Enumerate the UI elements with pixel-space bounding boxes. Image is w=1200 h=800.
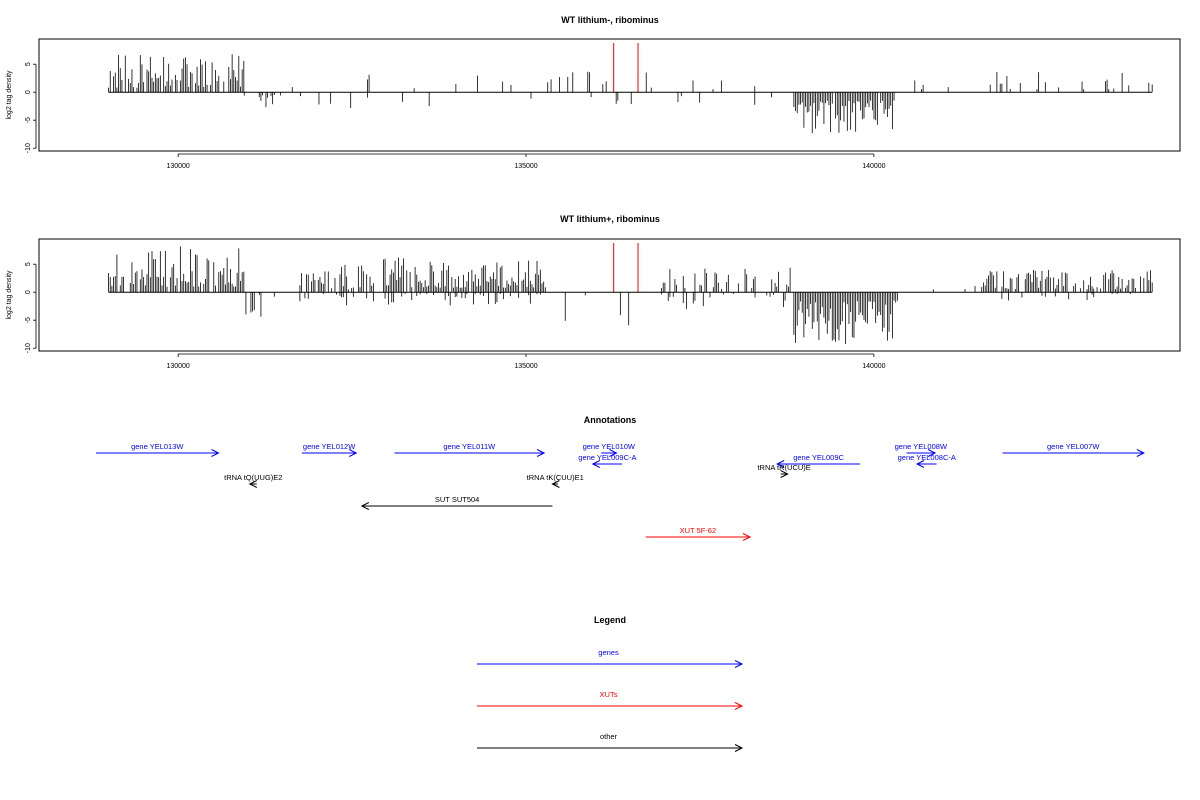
arrowhead [1136,449,1145,457]
track-panel-lithium-plus: WT lithium+, ribominus log2 tag density … [6,214,1181,370]
plot-frame [38,38,1181,152]
arrowhead [780,470,789,478]
annotations-track: Annotations gene YEL013W gene YEL012W gene… [96,415,1145,541]
marker-lines [613,43,639,93]
x-tick-label: 140000 [862,163,885,170]
arrowhead [734,702,744,710]
annotation-item: tRNA tK(CUU)E1 [527,473,584,488]
arrowhead [551,480,560,488]
annotation-label: gene YEL008W [895,442,948,451]
annotation-label: tRNA tR(UCU)E [757,463,810,472]
legend: Legend genes XUTs other [477,615,744,752]
legend-label: other [600,732,618,741]
annotation-item: gene YEL008C-A [898,453,956,468]
arrowhead [915,460,925,468]
arrowhead [927,449,937,457]
arrowhead [776,460,785,468]
y-axis-label: log2 tag density [6,270,13,320]
arrowhead [734,660,744,668]
axes: -10 -5 0 5 130000 135000 140000 [25,62,1153,170]
annotation-item: SUT SUT504 [360,495,553,510]
annotation-label: SUT SUT504 [435,495,479,504]
annotation-item: gene YEL009C [776,453,860,468]
arrowhead [349,449,358,457]
annotation-item: gene YEL009C-A [578,453,637,468]
annotation-label: gene YEL013W [131,442,184,451]
x-tick-label: 135000 [514,363,537,370]
annotation-item: gene YEL011W [394,442,546,457]
annotation-item: tRNA tR(UCU)E [757,463,811,478]
arrowhead [742,533,752,541]
x-tick-label: 130000 [166,363,189,370]
annotation-label: gene YEL009C-A [578,453,636,462]
marker-lines [613,243,639,293]
legend-item: other [477,732,744,752]
annotation-label: gene YEL012W [303,442,356,451]
y-tick-label: -10 [25,343,32,353]
panel-title: WT lithium+, ribominus [560,214,660,224]
arrowhead [536,449,546,457]
x-tick-label: 135000 [514,163,537,170]
y-tick-label: 5 [25,262,32,266]
arrowhead [591,460,601,468]
legend-title: Legend [594,615,626,625]
plot-frame [38,238,1181,352]
arrowhead [248,480,258,488]
annotation-item: gene YEL010W [583,442,636,457]
arrowhead [734,744,744,752]
y-tick-label: -5 [25,317,32,323]
annotation-item: gene YEL012W [301,442,358,457]
annotation-item: gene YEL007W [1002,442,1145,457]
arrowhead [360,502,370,510]
annotation-item: gene YEL013W [96,442,220,457]
axes: -10 -5 0 5 130000 135000 140000 [25,262,1153,370]
panel-title: WT lithium-, ribominus [561,15,659,25]
coverage-bars [108,246,1153,344]
coverage-bars [108,54,1153,134]
legend-item: genes [477,648,744,668]
arrowhead [211,449,220,457]
annotation-item: tRNA tQ(UUG)E2 [224,473,282,488]
annotation-label: gene YEL007W [1047,442,1100,451]
annotation-label: tRNA tK(CUU)E1 [527,473,584,482]
y-tick-label: 0 [25,290,32,294]
y-tick-label: -5 [25,117,32,123]
annotation-item: XUT 5F-62 [645,526,752,541]
track-panel-lithium-minus: WT lithium-, ribominus log2 tag density … [6,15,1181,170]
legend-label: XUTs [600,690,618,699]
annotation-label: XUT 5F-62 [680,526,717,535]
annotation-items: gene YEL013W gene YEL012W gene YEL011W gene… [96,442,1145,541]
legend-item: XUTs [477,690,744,710]
annotation-item: gene YEL008W [895,442,948,457]
y-tick-label: 5 [25,62,32,66]
y-tick-label: -10 [25,143,32,153]
legend-items: genes XUTs other [477,648,744,752]
annotation-label: gene YEL010W [583,442,636,451]
arrowhead [609,449,618,457]
y-axis-label: log2 tag density [6,70,13,120]
x-tick-label: 130000 [166,163,189,170]
y-tick-label: 0 [25,90,32,94]
x-tick-label: 140000 [862,363,885,370]
annotation-label: gene YEL011W [443,442,496,451]
annotations-title: Annotations [584,415,637,425]
annotation-label: gene YEL008C-A [898,453,956,462]
legend-label: genes [598,648,619,657]
annotation-label: gene YEL009C [793,453,844,462]
annotation-label: tRNA tQ(UUG)E2 [224,473,282,482]
